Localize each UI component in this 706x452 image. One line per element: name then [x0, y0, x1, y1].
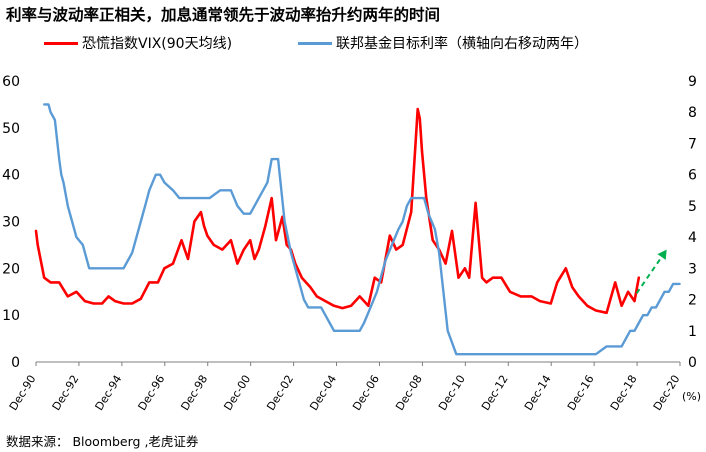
- x-tick-label: Dec-18: [608, 373, 640, 413]
- trend-arrow-head: [657, 249, 667, 260]
- y-right-unit-label: (%): [682, 390, 701, 403]
- y-right-tick-label: 8: [688, 105, 697, 121]
- legend-swatch-fed-rate: [298, 41, 332, 45]
- x-tick-label: Dec-12: [479, 373, 511, 413]
- legend-label-vix: 恐慌指数VIX(90天均线): [82, 36, 233, 52]
- y-right-tick-label: 6: [688, 168, 697, 184]
- x-tick-label: Dec-04: [307, 373, 339, 413]
- y-right-tick-label: 5: [688, 199, 697, 215]
- x-tick-label: Dec-98: [178, 373, 210, 413]
- x-tick-label: Dec-20: [651, 373, 683, 413]
- legend-label-fed-rate: 联邦基金目标利率（横轴向右移动两年）: [336, 36, 588, 52]
- source-note: 数据来源： Bloomberg ,老虎证券: [6, 434, 199, 449]
- x-tick-label: Dec-16: [565, 373, 597, 413]
- y-right-tick-label: 9: [688, 74, 697, 90]
- legend-item-fed-rate: 联邦基金目标利率（横轴向右移动两年）: [298, 32, 588, 54]
- x-tick-label: Dec-10: [436, 373, 468, 413]
- series-line-vix: [34, 107, 641, 315]
- y-right-tick-label: 0: [688, 355, 697, 371]
- x-tick-label: Dec-90: [7, 373, 39, 413]
- x-tick-label: Dec-06: [350, 373, 382, 413]
- y-right-tick-label: 1: [688, 324, 697, 340]
- y-right-tick-label: 7: [688, 136, 697, 152]
- chart-title: 利率与波动率正相关，加息通常领先于波动率抬升约两年的时间: [6, 6, 441, 24]
- x-tick-label: Dec-02: [264, 373, 296, 413]
- y-left-tick-label: 30: [2, 215, 20, 231]
- y-left-tick-label: 60: [2, 74, 20, 90]
- y-left-tick-label: 10: [2, 308, 20, 324]
- x-tick-label: Dec-00: [221, 373, 253, 413]
- x-tick-label: Dec-08: [393, 373, 425, 413]
- y-left-tick-label: 50: [2, 121, 20, 137]
- series-line-fed-rate: [43, 103, 681, 356]
- y-right-tick-label: 2: [688, 293, 697, 309]
- trend-arrow-line: [635, 254, 664, 294]
- legend-item-vix: 恐慌指数VIX(90天均线): [44, 32, 232, 54]
- y-right-tick-label: 3: [688, 261, 697, 277]
- x-tick-label: Dec-14: [522, 373, 554, 413]
- x-tick-label: Dec-96: [136, 373, 168, 413]
- x-tick-label: Dec-94: [93, 373, 125, 413]
- y-right-tick-label: 4: [688, 230, 697, 246]
- y-left-tick-label: 40: [2, 168, 20, 184]
- y-left-tick-label: 20: [2, 261, 20, 277]
- legend-swatch-vix: [44, 41, 78, 45]
- x-tick-label: Dec-92: [50, 373, 82, 413]
- y-left-tick-label: 0: [11, 355, 20, 371]
